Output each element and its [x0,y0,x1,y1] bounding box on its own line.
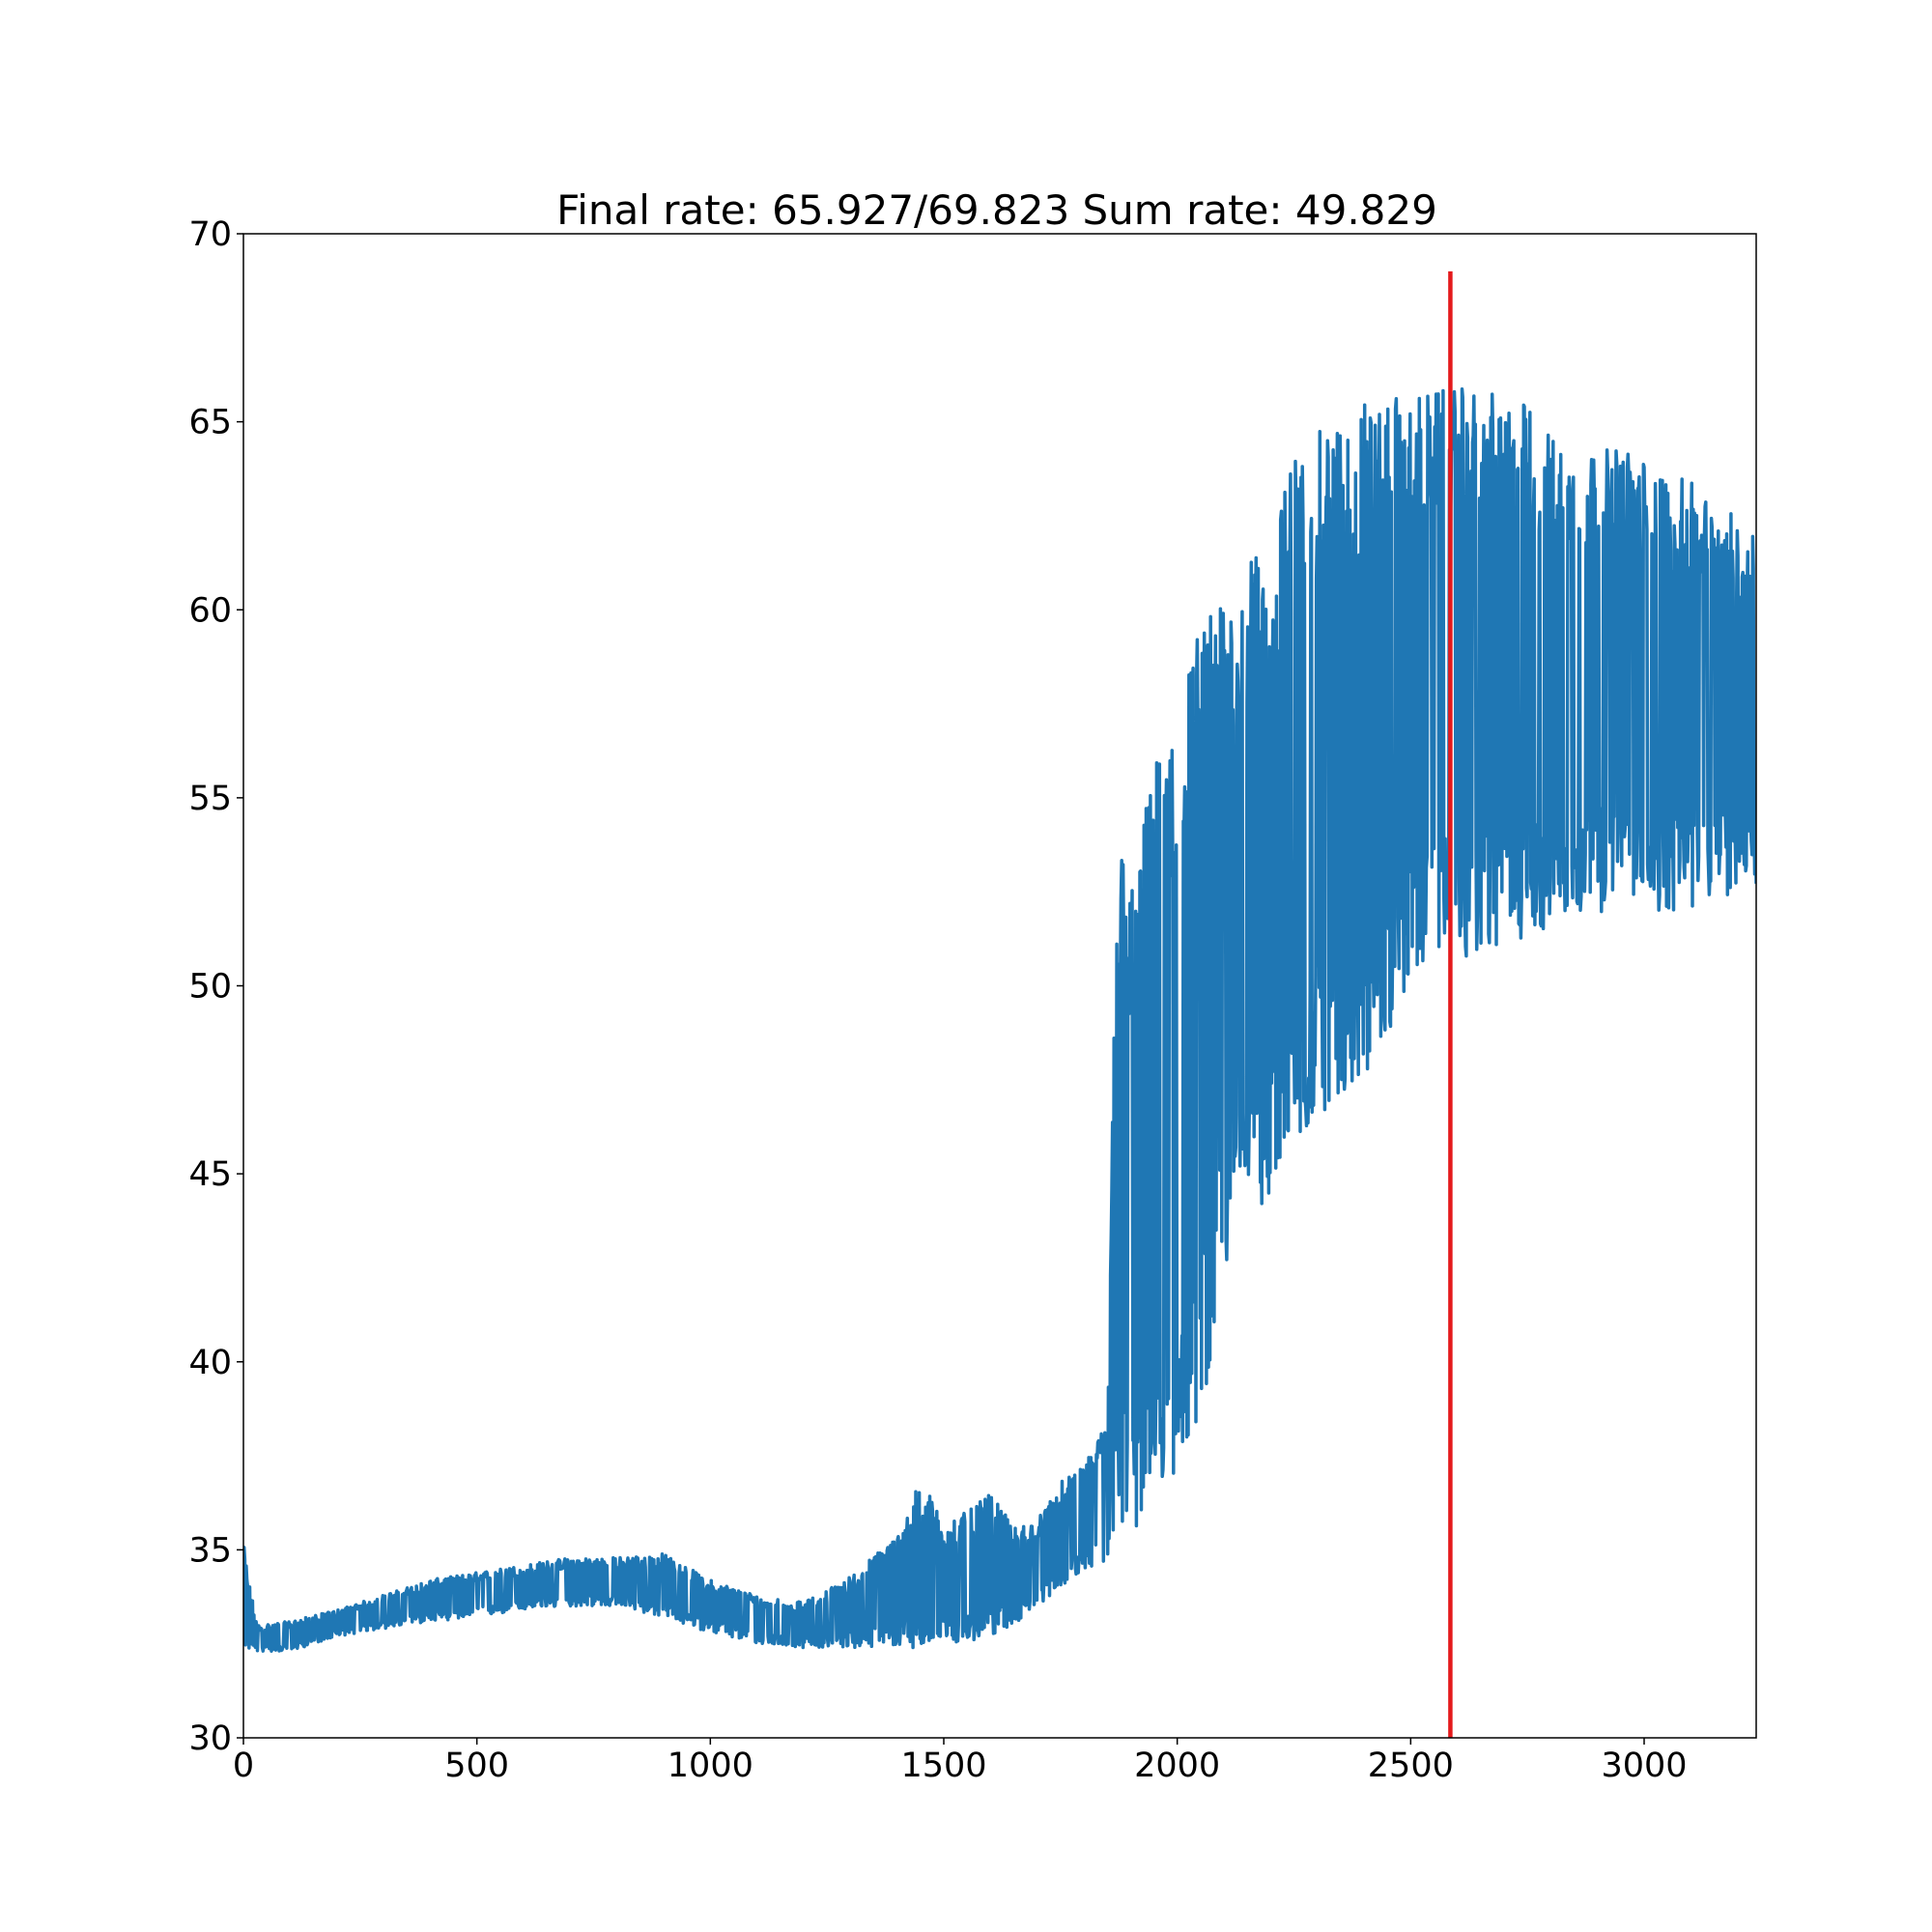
x-axis: 0 500 1000 1500 2000 2500 3000 [233,1738,1688,1785]
plot-area [243,270,1756,1738]
x-tick-label: 1000 [668,1747,753,1785]
x-tick-label: 0 [233,1747,254,1785]
x-tick-label: 2000 [1134,1747,1220,1785]
series-line-0 [243,386,1756,1653]
y-tick-label: 50 [188,968,232,1007]
y-tick-label: 60 [188,591,232,630]
x-tick-label: 500 [444,1747,509,1785]
y-tick-label: 70 [188,215,232,254]
y-tick-label: 35 [188,1531,232,1570]
y-tick-label: 45 [188,1155,232,1194]
x-tick-label: 1500 [900,1747,986,1785]
y-tick-label: 40 [188,1344,232,1382]
y-tick-label: 55 [188,780,232,818]
y-tick-label: 30 [188,1719,232,1758]
chart-title: Final rate: 65.927/69.823 Sum rate: 49.8… [556,186,1437,234]
y-axis: 30 35 40 45 50 55 60 65 70 [188,215,243,1758]
y-tick-label: 65 [188,404,232,442]
x-tick-label: 2500 [1368,1747,1454,1785]
plot-frame [242,233,1757,1739]
x-tick-label: 3000 [1601,1747,1687,1785]
